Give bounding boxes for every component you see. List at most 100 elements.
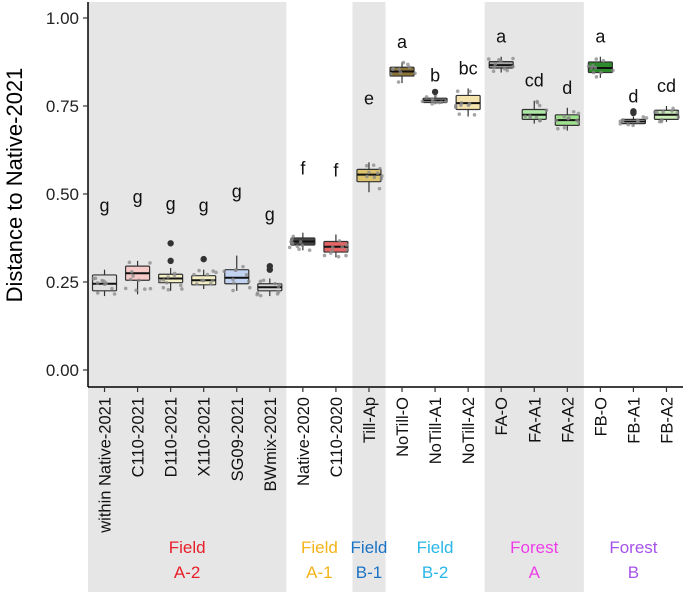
y-tick-label: 0.50 (46, 185, 79, 204)
data-point (406, 62, 410, 67)
x-tick-label: FA-A2 (559, 397, 577, 443)
data-point (192, 272, 196, 277)
x-tick-label: Till-Ap (361, 397, 379, 443)
data-point (291, 234, 296, 239)
data-point (166, 275, 170, 279)
data-point (459, 103, 463, 107)
x-tick-labels: within Native-2021 C110-2021 D110-2021 X110… (97, 387, 676, 534)
data-point (636, 119, 640, 124)
data-point (670, 109, 674, 113)
data-point (556, 126, 560, 131)
x-tick-label: C110-2021 (130, 397, 148, 477)
significance-letter: a (397, 32, 408, 52)
data-point (575, 118, 579, 123)
data-point (472, 113, 477, 117)
significance-letter: cd (657, 76, 676, 96)
group-bands (88, 2, 584, 592)
box-series (91, 56, 681, 298)
x-tick-label: within Native-2021 (97, 397, 115, 534)
data-point (307, 248, 312, 252)
significance-letter: cd (525, 71, 544, 91)
data-point (631, 123, 635, 128)
data-point (676, 115, 681, 119)
data-point (655, 110, 659, 115)
x-tick-label: FA-A1 (526, 397, 544, 443)
x-tick-label: Native-2020 (295, 397, 313, 486)
x-tick-label: NoTill-O (394, 397, 412, 457)
group-label-line1: Field (417, 538, 454, 557)
data-point (95, 291, 100, 295)
data-point (336, 254, 341, 259)
x-tick-label: D110-2021 (163, 397, 181, 477)
data-point (148, 286, 153, 291)
x-tick-label: FB-A1 (625, 397, 643, 444)
significance-letter: bc (459, 58, 478, 78)
group-label-line1: Forest (609, 538, 657, 557)
data-point (544, 108, 549, 112)
data-point (194, 282, 199, 286)
group-labels: FieldA-2FieldA-1FieldB-1FieldB-2ForestAF… (169, 538, 658, 582)
y-tick-label: 1.00 (46, 9, 79, 28)
data-point (599, 70, 603, 75)
data-point (210, 278, 215, 283)
data-point (137, 278, 141, 283)
y-tick-label: 0.25 (46, 273, 79, 292)
data-point (420, 99, 425, 104)
data-point (621, 118, 625, 122)
data-point (340, 245, 345, 249)
data-point (344, 243, 349, 247)
data-point (255, 292, 259, 297)
data-point (178, 283, 183, 288)
data-point (430, 102, 434, 106)
data-point (364, 163, 369, 168)
data-point (123, 286, 128, 291)
x-tick-label: C110-2020 (328, 397, 346, 477)
data-point (337, 239, 342, 243)
data-point (453, 103, 458, 108)
x-tick-label: FA-O (493, 397, 511, 436)
data-point (241, 264, 245, 269)
group-label-line1: Field (351, 538, 388, 557)
data-point (290, 241, 295, 246)
data-point (593, 65, 598, 70)
significance-letter: e (364, 88, 374, 108)
data-point (214, 270, 218, 275)
data-point (576, 111, 581, 116)
data-point (594, 57, 599, 61)
data-point (434, 100, 438, 105)
data-point (439, 100, 444, 104)
data-point (258, 279, 263, 284)
outlier-point (266, 262, 274, 270)
y-axis: 0.00 0.25 0.50 0.75 1.00 (46, 2, 683, 388)
significance-letter: g (232, 182, 242, 202)
data-point (492, 65, 496, 69)
data-point (258, 293, 263, 298)
data-point (661, 110, 665, 114)
y-tick-label: 0.00 (46, 361, 79, 380)
data-point (486, 57, 491, 61)
outlier-point (167, 257, 174, 265)
box (224, 269, 250, 285)
significance-letter: a (595, 27, 606, 47)
significance-letter: g (133, 187, 143, 207)
significance-letter: d (562, 78, 572, 98)
significance-letter: g (100, 196, 110, 216)
data-point (300, 243, 305, 248)
data-point (197, 268, 201, 273)
data-point (396, 80, 401, 84)
data-point (566, 116, 570, 121)
data-point (290, 237, 294, 242)
data-point (131, 274, 135, 278)
data-point (618, 122, 623, 126)
data-point (261, 278, 266, 283)
data-point (344, 253, 348, 258)
data-point (380, 174, 384, 178)
y-axis-label: Distance to Native-2021 (2, 68, 27, 303)
group-label-line2: B-2 (422, 563, 448, 582)
data-point (205, 272, 210, 277)
data-point (641, 115, 646, 119)
data-point (128, 277, 133, 282)
significance-letter: f (333, 160, 339, 180)
data-point (211, 269, 216, 273)
data-point (247, 285, 252, 290)
